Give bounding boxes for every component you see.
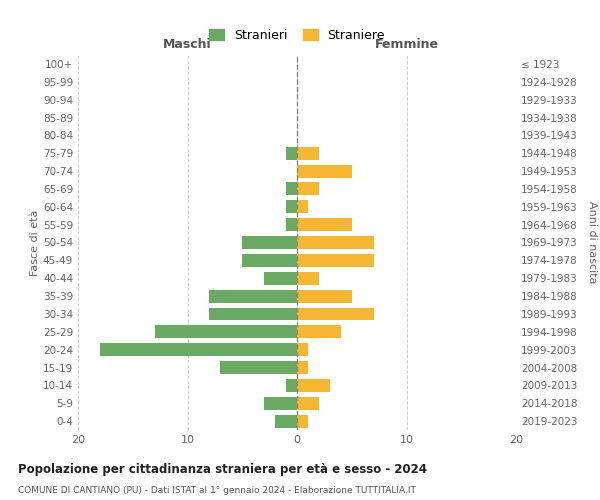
Bar: [286, 218, 297, 231]
Text: Popolazione per cittadinanza straniera per età e sesso - 2024: Popolazione per cittadinanza straniera p…: [18, 462, 427, 475]
Bar: [155, 326, 297, 338]
Bar: [297, 326, 341, 338]
Bar: [297, 254, 374, 267]
Bar: [297, 182, 319, 196]
Bar: [264, 397, 297, 409]
Bar: [297, 343, 308, 356]
Y-axis label: Fasce di età: Fasce di età: [30, 210, 40, 276]
Bar: [242, 254, 297, 267]
Bar: [286, 379, 297, 392]
Bar: [297, 414, 308, 428]
Bar: [297, 308, 374, 320]
Bar: [242, 236, 297, 249]
Bar: [297, 379, 330, 392]
Y-axis label: Anni di nascita: Anni di nascita: [587, 201, 597, 284]
Bar: [297, 200, 308, 213]
Text: COMUNE DI CANTIANO (PU) - Dati ISTAT al 1° gennaio 2024 - Elaborazione TUTTITALI: COMUNE DI CANTIANO (PU) - Dati ISTAT al …: [18, 486, 416, 495]
Bar: [297, 272, 319, 284]
Bar: [297, 397, 319, 409]
Legend: Stranieri, Straniere: Stranieri, Straniere: [204, 24, 390, 46]
Bar: [286, 200, 297, 213]
Bar: [297, 147, 319, 160]
Text: Femmine: Femmine: [374, 38, 439, 52]
Bar: [209, 290, 297, 302]
Bar: [209, 308, 297, 320]
Bar: [264, 272, 297, 284]
Bar: [286, 147, 297, 160]
Text: Maschi: Maschi: [163, 38, 212, 52]
Bar: [286, 182, 297, 196]
Bar: [100, 343, 297, 356]
Bar: [297, 236, 374, 249]
Bar: [220, 361, 297, 374]
Bar: [297, 290, 352, 302]
Bar: [297, 361, 308, 374]
Bar: [297, 164, 352, 177]
Bar: [297, 218, 352, 231]
Bar: [275, 414, 297, 428]
